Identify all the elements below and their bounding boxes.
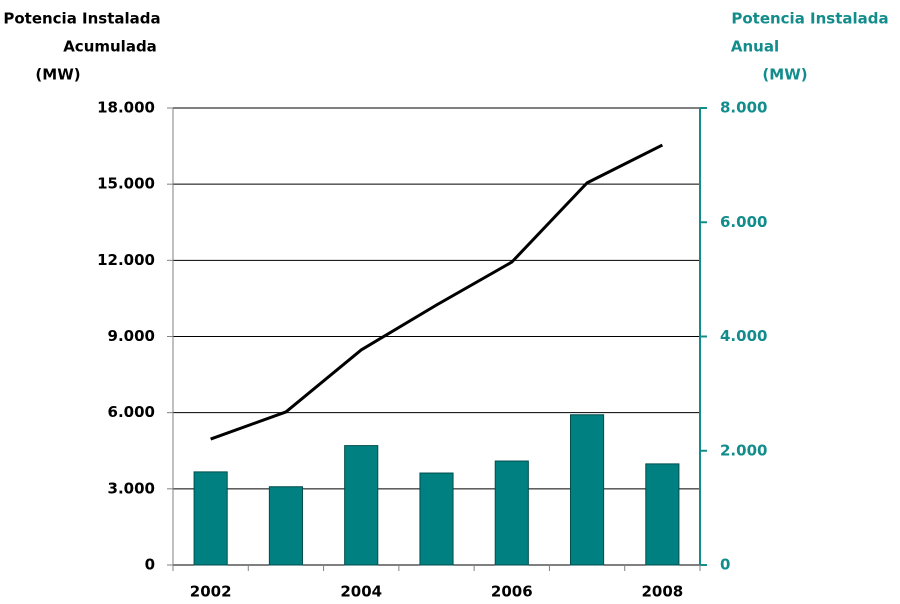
y-axis-title: Acumulada <box>63 38 157 56</box>
y2-tick-label: 4.000 <box>720 327 767 345</box>
y-axis-title: (MW) <box>35 66 80 84</box>
x-tick-label: 2006 <box>491 583 533 601</box>
y2-axis-title: Potencia Instalada <box>731 10 888 28</box>
y2-axis-title: (MW) <box>762 66 807 84</box>
y-tick-label: 12.000 <box>97 251 155 269</box>
bar <box>645 463 680 566</box>
bar <box>344 445 379 566</box>
bar <box>419 472 454 566</box>
bar <box>268 486 303 566</box>
y-tick-label: 9.000 <box>108 327 155 345</box>
y2-axis-title: Anual <box>731 38 779 56</box>
y-tick-label: 0 <box>145 556 155 574</box>
bar <box>193 471 228 566</box>
x-tick-label: 2008 <box>641 583 683 601</box>
y-tick-label: 15.000 <box>97 175 155 193</box>
bar <box>570 414 605 566</box>
y-tick-label: 3.000 <box>108 479 155 497</box>
y2-tick-label: 2.000 <box>720 441 767 459</box>
x-tick-label: 2004 <box>340 583 382 601</box>
x-tick-label: 2002 <box>190 583 232 601</box>
y2-tick-label: 8.000 <box>720 99 767 117</box>
y2-tick-label: 0 <box>720 556 730 574</box>
y2-tick-label: 6.000 <box>720 213 767 231</box>
y-tick-label: 6.000 <box>108 403 155 421</box>
y-tick-label: 18.000 <box>97 99 155 117</box>
bar <box>494 460 529 566</box>
y-axis-title: Potencia Instalada <box>3 10 160 28</box>
line <box>210 143 664 441</box>
